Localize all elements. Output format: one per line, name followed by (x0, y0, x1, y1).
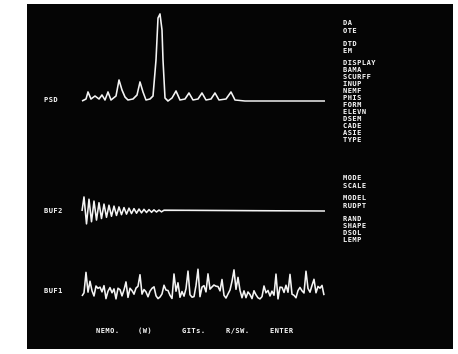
menu-item: RUDPT (343, 202, 367, 210)
footer-label: NEMO. (96, 327, 120, 335)
menu-item: DA (343, 19, 353, 27)
footer-label: R/SW. (226, 327, 250, 335)
trace-label: BUF2 (44, 207, 63, 215)
trace-label: PSD (44, 96, 58, 104)
footer-label: ENTER (270, 327, 294, 335)
crt-screen: PSDBUF2BUF1DAOTEDTDEMDISPLAYBAMASCURFFIN… (0, 0, 458, 354)
menu-item: TYPE (343, 136, 362, 144)
display-area (27, 4, 453, 349)
page: {"trace_labels": ["PSD", "BUF2", "BUF1"]… (0, 0, 458, 354)
menu-item: EM (343, 47, 352, 55)
menu-item: MODE (343, 174, 362, 182)
menu-item: SCALE (343, 182, 367, 190)
trace-label: BUF1 (44, 287, 63, 295)
menu-item: OTE (343, 27, 357, 35)
menu-item: LEMP (343, 236, 362, 244)
menu-item: MODEL (343, 194, 367, 202)
footer-label: (W) (138, 327, 152, 335)
footer-label: GITs. (182, 327, 206, 335)
